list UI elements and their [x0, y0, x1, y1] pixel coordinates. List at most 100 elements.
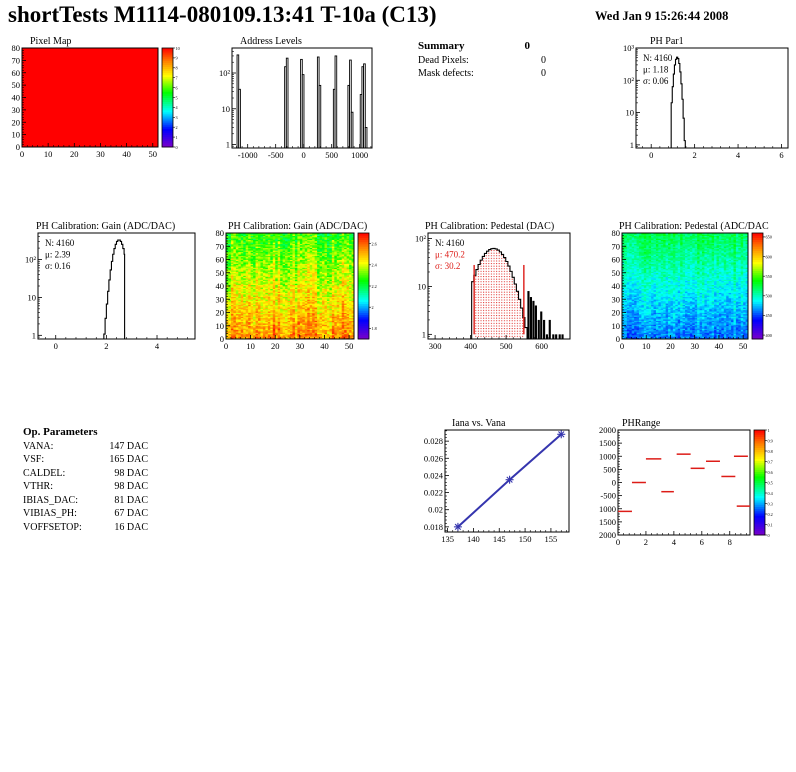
op-parameters-block: Op. Parameters VANA: 147 DAC VSF: 165 DA… [23, 426, 148, 533]
svg-text:0: 0 [20, 149, 24, 159]
page-title: shortTests M1114-080109.13:41 T-10a (C13… [8, 2, 437, 27]
svg-text:0: 0 [220, 334, 224, 344]
svg-text:30: 30 [96, 149, 105, 159]
svg-text:500: 500 [325, 150, 338, 160]
svg-text:0: 0 [302, 150, 306, 160]
svg-text:10²: 10² [25, 255, 37, 265]
svg-text:4: 4 [736, 150, 741, 160]
svg-text:70: 70 [12, 55, 21, 65]
op-parameter-row: VIBIAS_PH: 67 DAC [23, 508, 148, 519]
op-parameter-value: 165 DAC [109, 454, 148, 465]
svg-text:0: 0 [224, 341, 228, 351]
svg-text:20: 20 [70, 149, 79, 159]
op-parameter-label: CALDEL: [23, 467, 66, 479]
svg-text:2.2: 2.2 [372, 284, 377, 289]
svg-text:40: 40 [122, 149, 131, 159]
gain-map-cells [226, 233, 355, 340]
svg-text:10²: 10² [219, 68, 231, 78]
svg-text:1.8: 1.8 [372, 326, 377, 331]
svg-text:10: 10 [12, 130, 21, 140]
op-parameter-value: 16 DAC [114, 521, 148, 533]
svg-text:1: 1 [226, 140, 230, 150]
op-parameter-label: VTHR: [23, 481, 53, 492]
summary-row-value: 0 [541, 68, 546, 79]
iana-vana-axes: 135 140 145 150 1550.0180.020.0220.0240.0260… [424, 429, 570, 544]
svg-text:8: 8 [176, 66, 178, 71]
svg-text:60: 60 [12, 68, 21, 78]
ph-range-segments [618, 453, 750, 513]
gain-heatmap-chart: 0 10 20 30 40 50 0 10 20 30 40 50 60 70 80 1.8 2 2.2 2.4 2.… [216, 228, 378, 351]
svg-text:50: 50 [149, 149, 158, 159]
svg-text:50: 50 [216, 268, 225, 278]
svg-text:500: 500 [500, 341, 513, 351]
op-parameter-row: VANA: 147 DAC [23, 441, 148, 452]
ph-range-colorbar: 00.10.20.30.40.50.60.70.80.91 [753, 428, 774, 538]
chart-title-pixel-map: Pixel Map [30, 36, 72, 47]
chart-title-ped-map: PH Calibration: Pedestal (ADC/DAC [619, 221, 769, 232]
svg-text:1000: 1000 [351, 150, 368, 160]
svg-text:40: 40 [12, 93, 21, 103]
op-parameter-row: VSF: 165 DAC [23, 454, 148, 465]
op-parameter-value: 98 DAC [114, 467, 148, 479]
svg-text:0: 0 [54, 341, 58, 351]
svg-text:2.4: 2.4 [372, 263, 378, 268]
op-parameter-row: VTHR: 98 DAC [23, 481, 148, 492]
svg-text:N: 4160: N: 4160 [45, 238, 75, 248]
svg-text:20: 20 [12, 117, 21, 127]
gain-map-axes: 0 10 20 30 40 50 0 10 20 30 40 50 60 70 80 [216, 228, 355, 351]
chart-title-gain-map: PH Calibration: Gain (ADC/DAC) [228, 221, 368, 232]
svg-text:0: 0 [176, 145, 178, 150]
svg-text:10: 10 [418, 281, 427, 291]
svg-text:2: 2 [104, 341, 108, 351]
svg-text:10: 10 [626, 108, 635, 118]
pixel-map-cells [22, 48, 158, 147]
svg-text:-1000: -1000 [238, 150, 258, 160]
chart-title-ph-range: PHRange [622, 418, 661, 429]
ph-range-chart: 0 2 4 6 8200015001000-500050010001500200000.… [599, 425, 774, 547]
summary-heading-value: 0 [524, 40, 531, 52]
chart-title-address-levels: Address Levels [240, 36, 302, 47]
svg-text:400: 400 [464, 341, 477, 351]
pixel-map-chart: 0 10 20 30 40 50 0 10 20 30 40 50 60 70 80 0 1 2 3 4 5 6 7 8 9 10 [12, 43, 180, 159]
svg-text:10: 10 [176, 46, 180, 51]
svg-text:1: 1 [422, 329, 426, 339]
op-parameter-value: 81 DAC [114, 494, 148, 506]
gain-hist-outline [98, 239, 126, 340]
svg-text:80: 80 [12, 43, 21, 53]
svg-text:600: 600 [535, 341, 548, 351]
svg-text:N: 4160: N: 4160 [435, 238, 465, 248]
pedestal-heatmap-chart: 0 10 20 30 40 5001020304050607080400450500550… [612, 228, 772, 351]
svg-text:10: 10 [28, 292, 37, 302]
op-parameter-value: 147 DAC [109, 440, 148, 452]
ped-hist-fill [474, 248, 524, 339]
svg-text:300: 300 [429, 341, 442, 351]
op-parameter-row: VOFFSETOP: 16 DAC [23, 522, 148, 533]
svg-text:0: 0 [16, 142, 20, 152]
ped-hist-outline [471, 247, 534, 340]
gain-histogram-chart: 0 2 4 1 10 10² N: 4160 μ: 2.39σ: 0.16 [25, 232, 196, 351]
svg-text:10: 10 [44, 149, 53, 159]
svg-text:-500: -500 [268, 150, 284, 160]
svg-text:10: 10 [246, 341, 255, 351]
ph-par1-chart: 0 2 4 6 1 10 10² 10³ N: 4160 μ: 1.18σ: 0.06 [623, 43, 789, 160]
ped-hist-axes: 300 400 500 600 1 10 10² [415, 232, 571, 351]
address-levels-axes: -1000 -500 0 500 1000 1 10 10² [219, 47, 373, 160]
op-parameter-label: VSF: [23, 454, 45, 465]
iana-vs-vana-chart: 135 140 145 150 1550.0180.020.0220.0240.0260… [424, 429, 570, 544]
svg-text:10³: 10³ [623, 43, 635, 53]
pixel-map-axes: 0 10 20 30 40 50 0 10 20 30 40 50 60 70 80 [12, 43, 159, 159]
timestamp: Wed Jan 9 15:26:44 2008 [595, 9, 729, 23]
op-parameter-label: VANA: [23, 440, 54, 452]
summary-row-label: Mask defects: [418, 68, 474, 79]
svg-text:6: 6 [779, 150, 783, 160]
svg-text:2: 2 [693, 150, 697, 160]
svg-text:1: 1 [32, 330, 36, 340]
svg-text:2.6: 2.6 [372, 241, 377, 246]
svg-text:70: 70 [216, 241, 225, 251]
summary-block: Summary 0 Dead Pixels: 0 Mask defects: 0 [418, 40, 546, 79]
svg-text:N: 4160: N: 4160 [643, 53, 673, 63]
chart-title-gain-hist: PH Calibration: Gain (ADC/DAC) [36, 221, 176, 232]
